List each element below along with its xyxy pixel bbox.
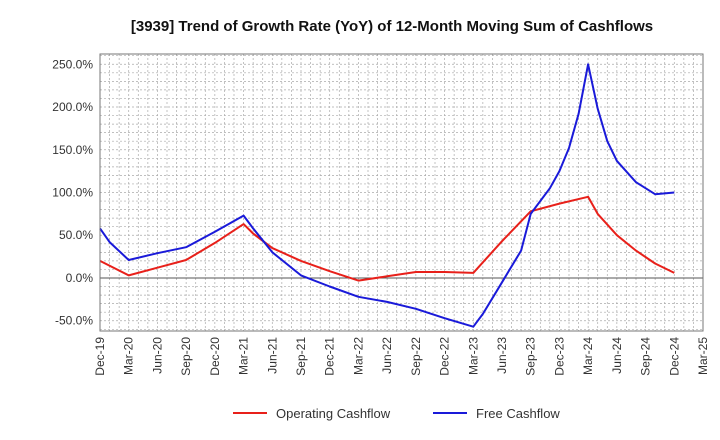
y-axis-tick-labels: 250.0% 200.0% 150.0% 100.0% 50.0% 0.0% -50.0%	[52, 57, 93, 327]
x-tick-label: Dec-24	[667, 337, 681, 376]
x-tick-label: Jun-23	[495, 337, 509, 374]
legend-label: Free Cashflow	[476, 406, 560, 421]
legend: Operating Cashflow Free Cashflow	[233, 406, 560, 421]
x-tick-label: Dec-19	[93, 337, 107, 376]
x-tick-label: Mar-23	[466, 337, 480, 375]
y-tick-label: 150.0%	[52, 143, 93, 157]
x-tick-label: Jun-22	[380, 337, 394, 374]
x-tick-label: Jun-20	[150, 337, 164, 374]
series-line-operating-cashflow	[99, 195, 675, 282]
x-tick-label: Sep-21	[294, 337, 308, 376]
series-lines	[99, 63, 675, 328]
y-tick-label: -50.0%	[55, 314, 93, 328]
x-tick-label: Mar-22	[351, 337, 365, 375]
x-tick-label: Sep-23	[524, 337, 538, 376]
plot-frame	[99, 53, 704, 332]
series-line-free-cashflow	[99, 63, 675, 328]
x-tick-label: Sep-20	[179, 337, 193, 376]
x-tick-label: Dec-22	[438, 337, 452, 376]
x-tick-label: Mar-21	[237, 337, 251, 375]
y-tick-label: 250.0%	[52, 57, 93, 71]
x-tick-label: Mar-20	[122, 337, 136, 375]
chart-title: [3939] Trend of Growth Rate (YoY) of 12-…	[131, 18, 653, 35]
legend-label: Operating Cashflow	[276, 406, 391, 421]
x-tick-label: Dec-20	[208, 337, 222, 376]
x-tick-label: Dec-21	[323, 337, 337, 376]
x-tick-label: Jun-21	[265, 337, 279, 374]
y-tick-label: 50.0%	[59, 228, 93, 242]
y-tick-label: 200.0%	[52, 100, 93, 114]
x-tick-label: Mar-25	[696, 337, 710, 375]
x-tick-label: Sep-22	[409, 337, 423, 376]
x-tick-label: Dec-23	[552, 337, 566, 376]
x-tick-label: Jun-24	[610, 337, 624, 374]
grid-lines	[100, 54, 703, 331]
y-tick-label: 0.0%	[66, 271, 94, 285]
x-tick-label: Sep-24	[639, 337, 653, 376]
y-tick-label: 100.0%	[52, 186, 93, 200]
x-tick-label: Mar-24	[581, 337, 595, 375]
x-axis-tick-labels: Dec-19 Mar-20 Jun-20 Sep-20 Dec-20 Mar-21 Jun-…	[93, 337, 710, 376]
